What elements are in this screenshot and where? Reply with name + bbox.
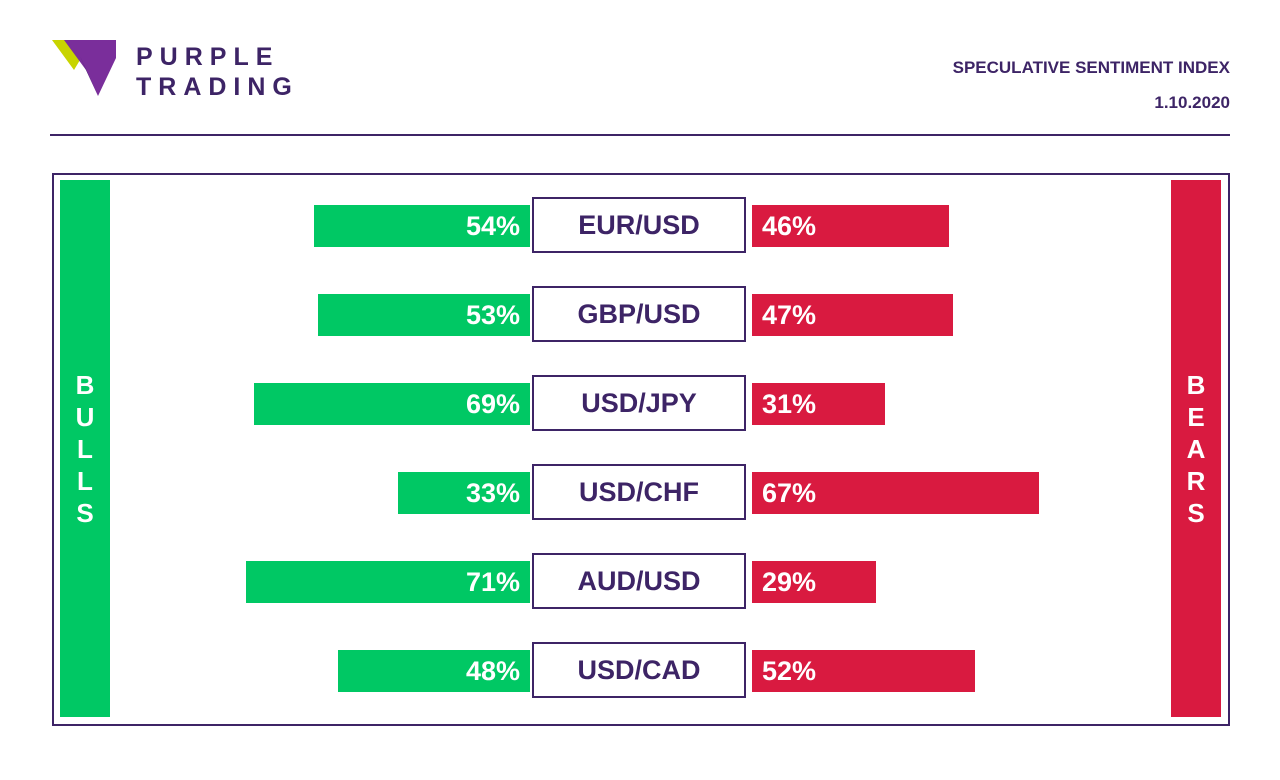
bear-bar	[752, 650, 975, 692]
header: PURPLE TRADING SPECULATIVE SENTIMENT IND…	[0, 0, 1280, 136]
bull-bar	[246, 561, 530, 603]
header-divider	[50, 134, 1230, 136]
bear-value-label: 31%	[762, 389, 817, 419]
side-letter: L	[77, 465, 93, 496]
bear-value-label: 46%	[762, 211, 817, 241]
bear-value-label: 67%	[762, 478, 817, 508]
bear-bar	[752, 561, 877, 603]
bull-value-label: 53%	[465, 300, 520, 330]
side-letter: B	[75, 369, 95, 400]
purple-trading-logo-icon	[52, 40, 116, 96]
currency-pair-label: EUR/USD	[532, 197, 746, 253]
currency-pair-label: GBP/USD	[532, 286, 746, 342]
bear-value-label: 52%	[762, 656, 817, 686]
side-letter: B	[1186, 369, 1206, 400]
side-letter: L	[77, 433, 93, 464]
bear-bar	[752, 383, 885, 425]
currency-pair-label: AUD/USD	[532, 553, 746, 609]
bull-bar	[338, 650, 530, 692]
bull-value-label: 71%	[465, 567, 520, 597]
side-letter: R	[1186, 465, 1206, 496]
bull-bar	[314, 205, 530, 247]
bull-bar	[318, 294, 530, 336]
bear-value-label: 47%	[762, 300, 817, 330]
side-letter: S	[76, 497, 94, 528]
bull-value-label: 48%	[465, 656, 520, 686]
bull-bar	[398, 472, 530, 514]
brand-line-1: PURPLE	[136, 43, 280, 71]
chart-frame	[52, 173, 1230, 726]
report-title: SPECULATIVE SENTIMENT INDEX	[952, 58, 1230, 77]
report-date: 1.10.2020	[1154, 93, 1230, 112]
bull-value-label: 54%	[465, 211, 520, 241]
bull-value-label: 69%	[465, 389, 520, 419]
currency-pair-label: USD/CHF	[532, 464, 746, 520]
side-letter: U	[75, 401, 95, 432]
side-letter: E	[1187, 401, 1205, 432]
side-letter: S	[1187, 497, 1205, 528]
bear-bar	[752, 205, 949, 247]
currency-pair-label: USD/JPY	[532, 375, 746, 431]
brand-line-2: TRADING	[136, 73, 299, 101]
brand-wordmark: PURPLE TRADING	[136, 42, 299, 102]
side-letter: A	[1186, 433, 1206, 464]
bear-value-label: 29%	[762, 567, 817, 597]
bear-bar	[752, 294, 954, 336]
bull-bar	[254, 383, 530, 425]
currency-pair-label: USD/CAD	[532, 642, 746, 698]
bear-bar	[752, 472, 1039, 514]
bull-value-label: 33%	[465, 478, 520, 508]
